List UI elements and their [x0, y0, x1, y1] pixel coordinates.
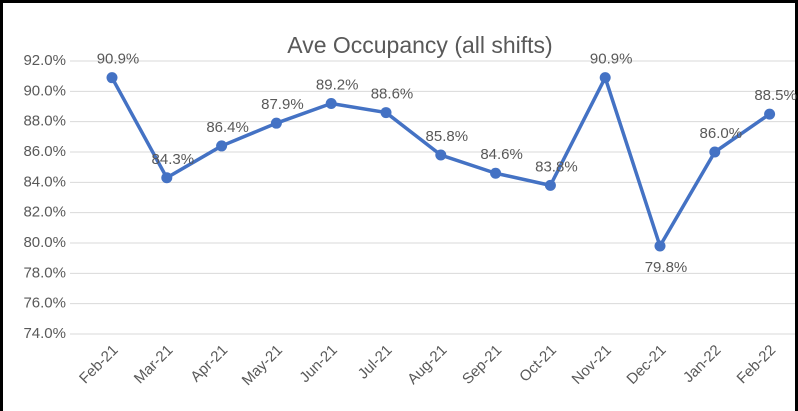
y-tick-label: 82.0%	[23, 204, 66, 221]
marker	[106, 72, 118, 84]
data-label: 85.8%	[426, 128, 469, 145]
y-tick-label: 90.0%	[23, 82, 66, 99]
marker	[490, 167, 502, 179]
marker	[709, 146, 721, 158]
data-label: 86.4%	[206, 119, 249, 136]
marker	[764, 108, 776, 120]
marker	[544, 179, 556, 191]
marker	[599, 72, 611, 84]
data-label: 84.3%	[152, 151, 195, 168]
data-label: 88.6%	[371, 86, 414, 103]
chart-title: Ave Occupancy (all shifts)	[287, 32, 552, 58]
data-label: 86.0%	[700, 125, 743, 142]
data-label: 84.6%	[480, 146, 523, 163]
marker	[161, 172, 173, 184]
marker	[435, 149, 447, 161]
y-tick-label: 84.0%	[23, 173, 66, 190]
marker	[216, 140, 228, 152]
data-label: 79.8%	[645, 259, 688, 276]
marker	[380, 107, 392, 119]
y-tick-label: 92.0%	[23, 52, 66, 69]
y-tick-label: 78.0%	[23, 264, 66, 281]
data-label: 87.9%	[261, 96, 304, 113]
marker	[654, 240, 666, 252]
y-tick-label: 88.0%	[23, 113, 66, 130]
y-tick-label: 86.0%	[23, 143, 66, 160]
y-tick-label: 74.0%	[23, 325, 66, 342]
marker	[325, 97, 337, 109]
y-tick-label: 80.0%	[23, 234, 66, 251]
marker	[270, 117, 282, 129]
data-label: 90.9%	[97, 51, 140, 68]
data-label: 90.9%	[590, 51, 633, 68]
data-label: 89.2%	[316, 76, 359, 93]
data-label: 88.5%	[754, 87, 797, 104]
data-label: 83.8%	[535, 158, 578, 175]
y-tick-label: 76.0%	[23, 295, 66, 312]
